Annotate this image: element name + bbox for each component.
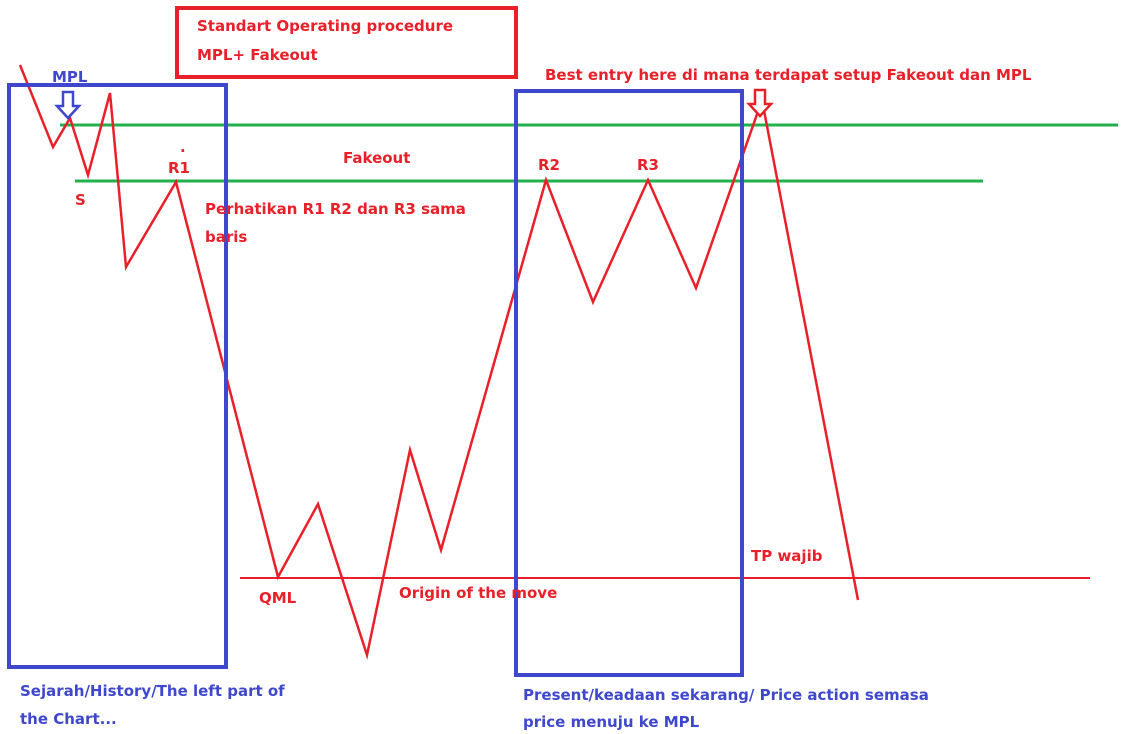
caption: the Chart... [20, 710, 117, 728]
label: S [75, 191, 86, 209]
label: baris [205, 228, 247, 246]
label: R2 [538, 156, 560, 174]
history-box [7, 83, 228, 669]
label: MPL [52, 68, 88, 86]
entry-arrow [746, 88, 774, 118]
title-line: Standart Operating procedure [197, 17, 453, 35]
caption: Sejarah/History/The left part of [20, 682, 285, 700]
present-box [514, 89, 744, 677]
caption: Present/keadaan sekarang/ Price action s… [523, 686, 929, 704]
mpl-arrow [54, 90, 82, 120]
label: R3 [637, 156, 659, 174]
title-box [175, 6, 518, 79]
label: QML [259, 589, 297, 607]
label: Origin of the move [399, 584, 557, 602]
label: Fakeout [343, 149, 410, 167]
title-line: MPL+ Fakeout [197, 46, 318, 64]
label: TP wajib [751, 547, 823, 565]
label: Best entry here di mana terdapat setup F… [545, 66, 1032, 84]
label: R1 [168, 159, 190, 177]
price-path [18, 64, 860, 660]
label: . [180, 138, 186, 156]
caption: price menuju ke MPL [523, 713, 700, 731]
label: Perhatikan R1 R2 dan R3 sama [205, 200, 466, 218]
